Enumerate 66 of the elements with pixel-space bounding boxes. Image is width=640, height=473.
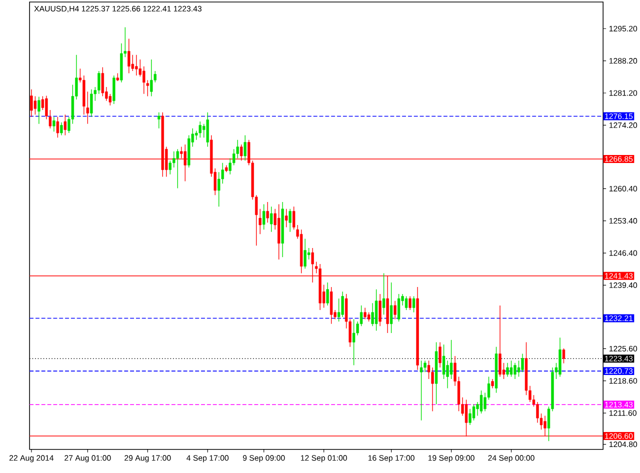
candlestick xyxy=(450,340,453,380)
candlestick xyxy=(56,116,60,138)
candlestick xyxy=(228,158,232,175)
candlestick xyxy=(394,300,396,320)
candlestick xyxy=(146,80,149,97)
candlestick xyxy=(510,360,513,378)
candlestick xyxy=(468,408,472,426)
candlestick xyxy=(30,88,33,118)
candlestick xyxy=(371,302,374,326)
candlestick xyxy=(176,148,179,189)
candlestick xyxy=(112,75,116,104)
candlestick xyxy=(244,134,246,161)
candlestick xyxy=(90,88,93,118)
candlestick xyxy=(367,312,370,322)
candlestick xyxy=(284,208,288,228)
candlestick xyxy=(218,172,220,207)
candlestick xyxy=(431,367,434,412)
candlestick xyxy=(326,282,329,306)
candlestick xyxy=(506,362,509,378)
candlestick xyxy=(438,342,442,368)
candlestick xyxy=(150,59,153,97)
candlestick xyxy=(168,160,172,175)
candlestick xyxy=(172,151,176,168)
candlestick xyxy=(498,305,502,378)
candlestick xyxy=(472,404,476,421)
candlestick xyxy=(60,122,63,136)
candlestick xyxy=(38,96,40,124)
candlestick xyxy=(206,112,209,148)
candlestick xyxy=(480,390,483,414)
candlestick xyxy=(266,202,269,224)
candlestick xyxy=(98,70,100,94)
candlestick xyxy=(352,318,356,366)
candlestick xyxy=(562,348,566,364)
candlestick xyxy=(491,378,494,389)
candlestick xyxy=(424,360,426,372)
candlestick xyxy=(408,296,412,310)
candlestick xyxy=(330,286,333,324)
candlestick xyxy=(397,294,400,322)
candlestick xyxy=(412,296,416,313)
candlestick xyxy=(420,360,423,421)
candlestick xyxy=(382,272,386,315)
candlestick xyxy=(270,206,273,232)
candlestick xyxy=(258,208,262,235)
candlestick xyxy=(142,66,146,94)
candlestick xyxy=(378,294,382,326)
candlestick xyxy=(135,54,138,76)
candlestick xyxy=(262,204,266,230)
candlestick xyxy=(514,362,516,380)
candlestick xyxy=(341,291,344,318)
candlestick xyxy=(521,353,524,372)
candlestick xyxy=(390,282,393,334)
candlestick xyxy=(101,66,104,97)
candlestick xyxy=(64,114,67,136)
candlestick xyxy=(304,238,306,270)
candlestick xyxy=(236,140,239,159)
candlestick xyxy=(128,38,130,74)
candlestick xyxy=(374,289,378,332)
candlestick xyxy=(52,116,56,132)
candlestick xyxy=(158,112,160,129)
candlestick xyxy=(536,402,539,424)
candlestick xyxy=(364,307,366,320)
candlestick xyxy=(34,96,37,115)
candlestick xyxy=(131,54,134,72)
candlestick xyxy=(404,296,408,310)
candlestick xyxy=(198,121,202,138)
candlestick xyxy=(288,208,292,232)
